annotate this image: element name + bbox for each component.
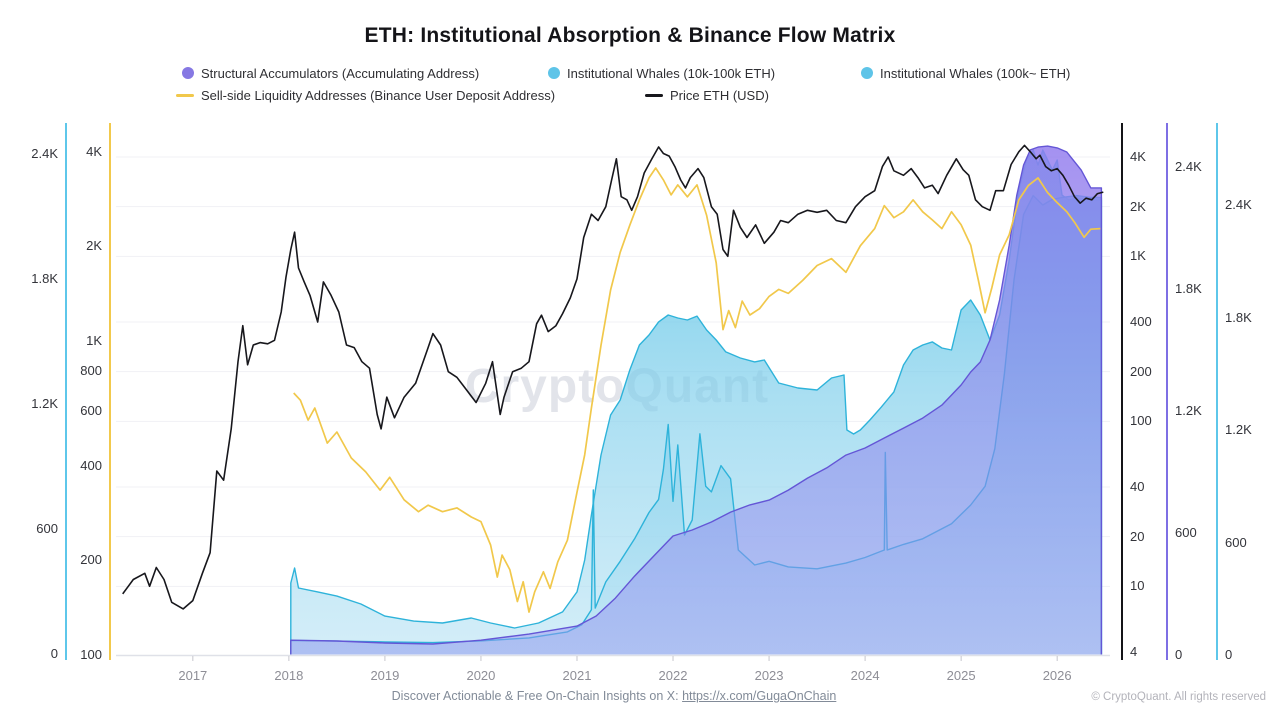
y-tick-label-whales_left: 1.8K bbox=[31, 271, 58, 286]
legend: Structural Accumulators (Accumulating Ad… bbox=[0, 0, 1280, 110]
legend-item-2[interactable]: Institutional Whales (100k~ ETH) bbox=[861, 64, 1070, 82]
legend-label: Sell-side Liquidity Addresses (Binance U… bbox=[201, 87, 556, 103]
y-tick-label-price: 4K bbox=[1130, 149, 1146, 164]
x-tick-label: 2025 bbox=[946, 668, 976, 683]
footer-text: Discover Actionable & Free On-Chain Insi… bbox=[391, 689, 683, 703]
footer-note: Discover Actionable & Free On-Chain Insi… bbox=[0, 689, 1228, 703]
x-tick-label: 2021 bbox=[562, 668, 592, 683]
legend-item-1[interactable]: Institutional Whales (10k-100k ETH) bbox=[548, 64, 775, 82]
x-tick-label: 2022 bbox=[658, 668, 688, 683]
x-tick-label: 2020 bbox=[466, 668, 496, 683]
y-tick-label-price: 10 bbox=[1130, 578, 1145, 594]
legend-label: Institutional Whales (100k~ ETH) bbox=[880, 65, 1071, 81]
y-tick-label-accumulators: 2.4K bbox=[1175, 159, 1202, 174]
legend-item-0[interactable]: Structural Accumulators (Accumulating Ad… bbox=[182, 64, 479, 82]
y-tick-label-whales_right: 1.2K bbox=[1225, 422, 1252, 437]
x-tick-label: 2018 bbox=[274, 668, 304, 683]
copyright-note: © CryptoQuant. All rights reserved bbox=[1091, 691, 1266, 703]
x-tick-label: 2017 bbox=[178, 668, 208, 683]
y-tick-label-price: 200 bbox=[1130, 363, 1152, 379]
area-accumulators bbox=[290, 146, 1102, 655]
legend-item-3[interactable]: Sell-side Liquidity Addresses (Binance U… bbox=[176, 86, 555, 104]
y-tick-label-sell: 100 bbox=[80, 647, 102, 662]
y-tick-label-sell: 2K bbox=[86, 238, 102, 254]
y-tick-label-sell: 600 bbox=[80, 402, 102, 418]
legend-dot-icon bbox=[548, 67, 560, 79]
legend-dot-icon bbox=[182, 67, 194, 79]
y-tick-label-sell: 400 bbox=[80, 457, 102, 473]
legend-line-icon bbox=[176, 93, 194, 97]
y-tick-label-sell: 200 bbox=[80, 552, 102, 568]
legend-line-icon bbox=[645, 93, 663, 97]
y-tick-label-sell: 4K bbox=[86, 143, 102, 159]
legend-dot-icon bbox=[861, 67, 873, 79]
line-price bbox=[122, 144, 1104, 610]
y-tick-label-price: 40 bbox=[1130, 479, 1145, 494]
y-tick-label-whales_right: 600 bbox=[1225, 534, 1247, 550]
legend-label: Price ETH (USD) bbox=[670, 87, 769, 103]
y-tick-label-whales_left: 0 bbox=[50, 646, 58, 661]
y-tick-label-price: 1K bbox=[1130, 248, 1146, 264]
x-tick-label: 2026 bbox=[1042, 668, 1072, 683]
y-tick-label-accumulators: 1.2K bbox=[1175, 403, 1202, 418]
y-tick-label-sell: 800 bbox=[80, 363, 102, 379]
chart-title: ETH: Institutional Absorption & Binance … bbox=[364, 24, 896, 47]
legend-label: Institutional Whales (10k-100k ETH) bbox=[567, 65, 776, 81]
y-tick-label-sell: 1K bbox=[86, 333, 102, 348]
y-tick-label-accumulators: 600 bbox=[1175, 525, 1197, 540]
y-tick-label-accumulators: 1.8K bbox=[1175, 281, 1202, 296]
y-tick-label-price: 2K bbox=[1130, 198, 1146, 214]
x-tick-label: 2023 bbox=[754, 668, 784, 683]
x-tick-label: 2019 bbox=[370, 668, 400, 683]
y-tick-label-whales_right: 0 bbox=[1225, 647, 1233, 662]
line-sell_side bbox=[293, 167, 1101, 613]
y-tick-label-whales_right: 1.8K bbox=[1225, 309, 1252, 325]
legend-item-4[interactable]: Price ETH (USD) bbox=[645, 86, 769, 104]
y-tick-label-accumulators: 0 bbox=[1175, 647, 1183, 662]
y-tick-label-whales_left: 1.2K bbox=[31, 396, 58, 411]
legend-label: Structural Accumulators (Accumulating Ad… bbox=[201, 65, 480, 81]
y-tick-label-whales_left: 600 bbox=[36, 521, 58, 536]
x-tick-label: 2024 bbox=[850, 668, 880, 683]
footer-link[interactable]: https://x.com/GugaOnChain bbox=[682, 689, 837, 703]
y-tick-label-price: 100 bbox=[1130, 413, 1152, 429]
y-tick-label-price: 4 bbox=[1130, 644, 1138, 659]
y-tick-label-whales_right: 2.4K bbox=[1225, 197, 1252, 212]
y-tick-label-price: 20 bbox=[1130, 528, 1145, 544]
y-tick-label-price: 400 bbox=[1130, 314, 1152, 329]
y-tick-label-whales_left: 2.4K bbox=[31, 146, 58, 161]
